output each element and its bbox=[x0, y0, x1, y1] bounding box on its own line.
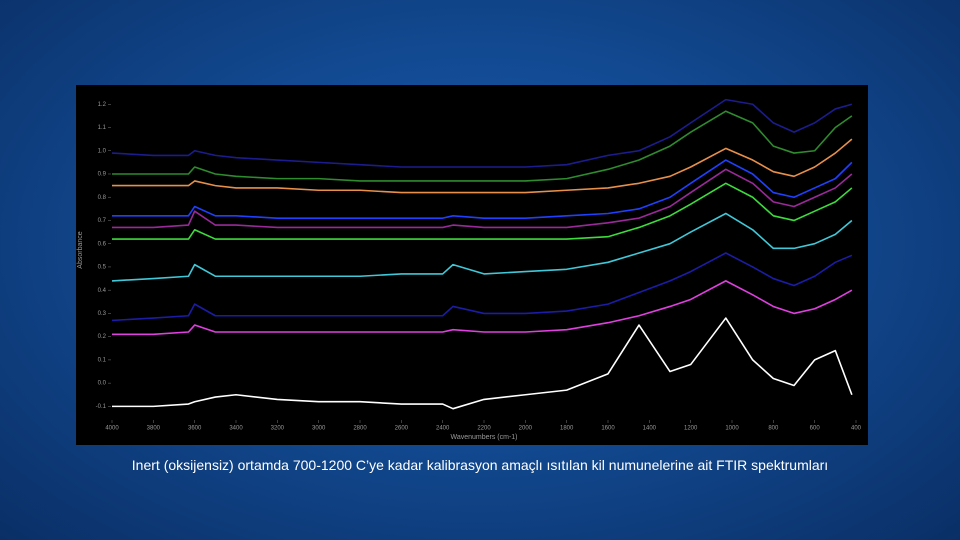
spectrum-line bbox=[112, 280, 853, 336]
x-tick-label: 3400 bbox=[229, 426, 243, 432]
y-tick-label: 1.2 bbox=[98, 102, 107, 108]
x-tick-label: 2800 bbox=[353, 426, 367, 432]
y-tick-label: 0.4 bbox=[98, 288, 107, 294]
x-tick-label: 2000 bbox=[519, 426, 533, 432]
x-tick-label: 3800 bbox=[147, 426, 161, 432]
x-tick-label: 400 bbox=[851, 426, 862, 432]
y-tick-label: 0.6 bbox=[98, 241, 107, 247]
spectrum-line bbox=[112, 138, 853, 194]
y-tick-label: 0.3 bbox=[98, 311, 107, 317]
spectrum-line bbox=[112, 182, 853, 240]
spectrum-line bbox=[112, 159, 853, 219]
x-tick-label: 1000 bbox=[725, 426, 739, 432]
x-tick-label: 2600 bbox=[395, 426, 409, 432]
x-tick-label: 800 bbox=[768, 426, 779, 432]
y-tick-label: 0.9 bbox=[98, 172, 107, 178]
y-tick-label: 1.0 bbox=[98, 148, 107, 154]
y-axis-title: Absorbance bbox=[77, 231, 84, 268]
y-tick-label: 0.1 bbox=[98, 357, 107, 363]
y-tick-label: 0.2 bbox=[98, 334, 107, 340]
x-tick-label: 1400 bbox=[643, 426, 657, 432]
x-tick-label: 2400 bbox=[436, 426, 450, 432]
x-tick-label: 600 bbox=[810, 426, 821, 432]
y-tick-label: 1.1 bbox=[98, 125, 107, 131]
x-axis-title: Wavenumbers (cm-1) bbox=[450, 434, 517, 441]
spectrum-line bbox=[111, 212, 853, 282]
y-tick-label: 0.5 bbox=[98, 265, 107, 271]
chart-background bbox=[76, 85, 868, 445]
y-tick-label: -0.1 bbox=[96, 404, 107, 410]
x-tick-label: 3000 bbox=[312, 426, 326, 432]
spectrum-line bbox=[112, 110, 853, 182]
x-tick-label: 1800 bbox=[560, 426, 574, 432]
x-tick-label: 1600 bbox=[601, 426, 615, 432]
spectrum-line bbox=[111, 98, 853, 168]
x-tick-label: 2200 bbox=[477, 426, 491, 432]
spectrum-line bbox=[112, 317, 853, 410]
x-tick-label: 4000 bbox=[105, 426, 119, 432]
spectrum-line bbox=[112, 168, 853, 229]
x-tick-label: 3600 bbox=[188, 426, 202, 432]
y-tick-label: 0.0 bbox=[98, 381, 107, 387]
x-tick-label: 3200 bbox=[271, 426, 285, 432]
spectrum-line bbox=[111, 252, 853, 322]
y-tick-label: 0.8 bbox=[98, 195, 107, 201]
y-tick-label: 0.7 bbox=[98, 218, 107, 224]
caption: Inert (oksijensiz) ortamda 700-1200 C’ye… bbox=[131, 457, 829, 473]
x-tick-label: 1200 bbox=[684, 426, 698, 432]
